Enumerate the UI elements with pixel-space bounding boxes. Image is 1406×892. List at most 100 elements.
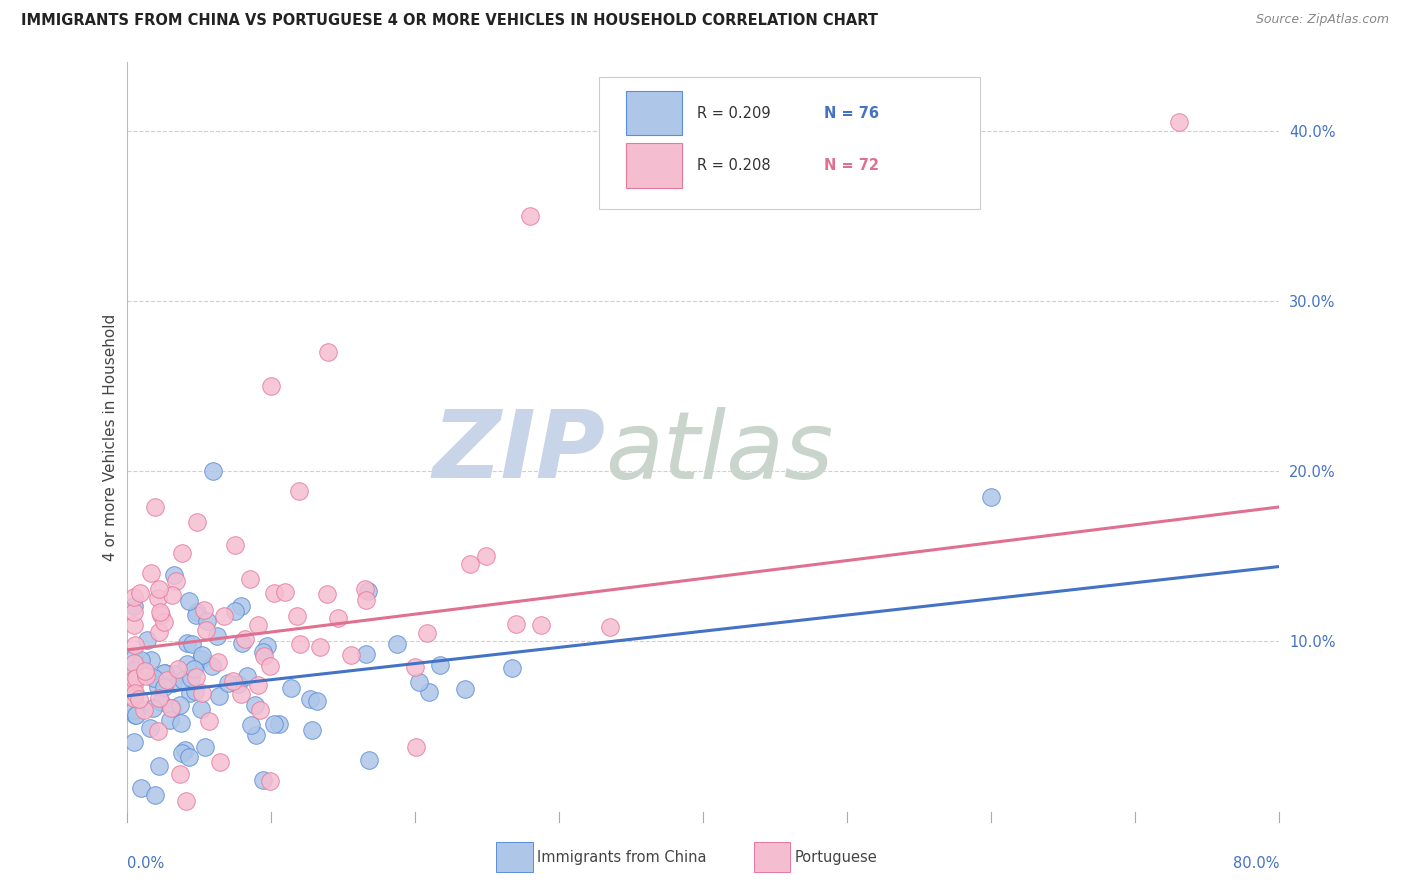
Point bbox=[259, 379, 281, 393]
Point bbox=[129, 653, 152, 667]
Point bbox=[354, 582, 377, 596]
Point bbox=[169, 698, 191, 712]
Point bbox=[122, 617, 145, 632]
Point bbox=[122, 702, 145, 716]
Point bbox=[318, 345, 340, 359]
Point bbox=[340, 648, 363, 662]
Point bbox=[269, 717, 291, 731]
Point bbox=[146, 680, 169, 694]
Point bbox=[142, 701, 165, 715]
Text: R = 0.209: R = 0.209 bbox=[697, 106, 770, 121]
Point bbox=[122, 678, 145, 692]
Text: ZIP: ZIP bbox=[432, 406, 605, 498]
Point bbox=[173, 743, 195, 757]
Point bbox=[201, 659, 224, 673]
Point bbox=[160, 588, 183, 602]
Point bbox=[229, 687, 252, 701]
Point bbox=[280, 681, 302, 696]
Point bbox=[249, 703, 271, 717]
Point bbox=[429, 657, 451, 672]
Point bbox=[124, 638, 146, 652]
Point bbox=[128, 585, 150, 599]
Point bbox=[124, 605, 146, 619]
Point bbox=[385, 637, 408, 651]
Point bbox=[231, 636, 253, 650]
Point bbox=[212, 609, 235, 624]
Point bbox=[246, 618, 269, 632]
Point bbox=[299, 692, 322, 706]
Point bbox=[231, 599, 253, 614]
Point bbox=[501, 661, 523, 675]
Point bbox=[252, 645, 274, 659]
Point bbox=[145, 788, 166, 802]
Point bbox=[124, 671, 146, 685]
Point bbox=[263, 716, 285, 731]
Point bbox=[122, 691, 145, 706]
Point bbox=[179, 750, 201, 764]
Text: R = 0.208: R = 0.208 bbox=[697, 159, 770, 173]
Point bbox=[122, 672, 145, 686]
Point bbox=[193, 602, 215, 616]
Point bbox=[170, 545, 193, 559]
Point bbox=[190, 702, 212, 716]
Point bbox=[153, 615, 176, 629]
Point bbox=[180, 671, 202, 685]
Point bbox=[170, 746, 193, 760]
Point bbox=[148, 624, 170, 639]
Point bbox=[474, 549, 496, 563]
Point bbox=[152, 680, 174, 694]
Point bbox=[179, 686, 201, 700]
Point bbox=[122, 590, 145, 604]
Point bbox=[195, 614, 218, 628]
Point bbox=[202, 464, 225, 478]
Point bbox=[245, 728, 267, 742]
Point bbox=[505, 617, 527, 632]
Point bbox=[209, 755, 232, 769]
Point bbox=[326, 611, 349, 625]
Point bbox=[408, 674, 430, 689]
Point bbox=[148, 691, 170, 706]
Point bbox=[162, 675, 184, 690]
Point bbox=[146, 591, 169, 605]
Point bbox=[165, 574, 187, 588]
Point bbox=[191, 686, 214, 700]
Point bbox=[239, 572, 262, 586]
Point bbox=[122, 599, 145, 613]
Point bbox=[143, 500, 166, 514]
Point bbox=[252, 773, 274, 788]
Point bbox=[288, 484, 311, 499]
Point bbox=[224, 537, 246, 551]
Point bbox=[193, 740, 215, 755]
Point bbox=[122, 656, 145, 670]
Point bbox=[354, 647, 377, 661]
Point bbox=[162, 701, 184, 715]
Point bbox=[195, 623, 218, 637]
Text: N = 72: N = 72 bbox=[824, 159, 879, 173]
Point bbox=[418, 685, 440, 699]
Point bbox=[246, 678, 269, 692]
Point bbox=[263, 586, 285, 600]
Point bbox=[183, 662, 205, 676]
Text: Immigrants from China: Immigrants from China bbox=[537, 850, 707, 864]
Point bbox=[301, 723, 323, 738]
Point bbox=[186, 515, 208, 529]
Text: Portuguese: Portuguese bbox=[794, 850, 877, 864]
Point bbox=[308, 640, 330, 655]
Point bbox=[354, 593, 377, 607]
Point bbox=[122, 650, 145, 665]
Point bbox=[186, 670, 208, 684]
Point bbox=[124, 686, 146, 700]
Point bbox=[128, 692, 150, 706]
Point bbox=[177, 594, 200, 608]
Text: atlas: atlas bbox=[605, 407, 834, 498]
Point bbox=[197, 714, 219, 728]
Point bbox=[142, 672, 165, 686]
Point bbox=[1167, 115, 1189, 129]
Point bbox=[458, 557, 481, 571]
Point bbox=[169, 767, 191, 781]
Point bbox=[149, 605, 172, 619]
Point bbox=[205, 630, 228, 644]
Point bbox=[124, 707, 146, 722]
Point bbox=[132, 703, 155, 717]
Point bbox=[305, 694, 328, 708]
